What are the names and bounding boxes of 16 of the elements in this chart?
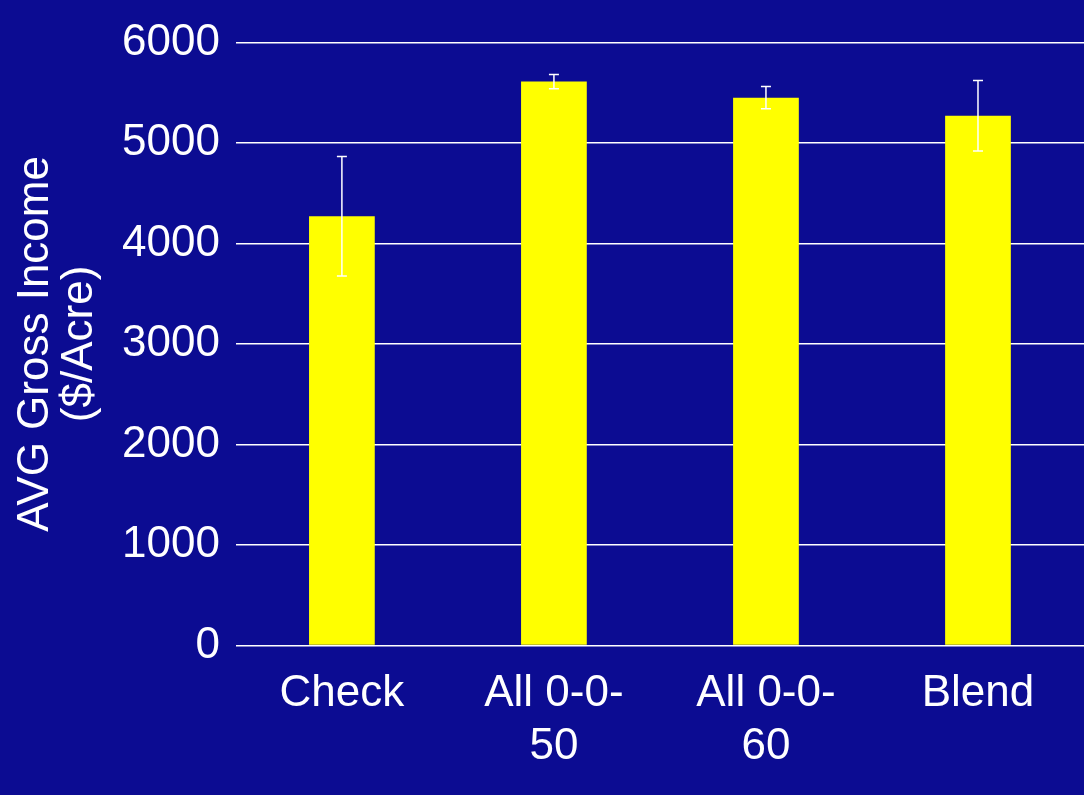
y-tick-label: 1000 <box>121 517 220 567</box>
y-tick-label: 4000 <box>121 215 220 265</box>
y-tick-label: 3000 <box>121 316 220 366</box>
x-tick-label: Blend <box>921 665 1035 715</box>
bar <box>733 97 799 645</box>
bar <box>309 216 375 645</box>
y-tick-label: 6000 <box>121 14 220 64</box>
bar <box>521 81 587 645</box>
bar <box>945 115 1011 645</box>
y-tick-label: 2000 <box>121 416 220 466</box>
x-tick-label: All 0-0-60 <box>696 665 836 768</box>
y-tick-label: 0 <box>195 617 220 667</box>
y-tick-label: 5000 <box>121 115 220 165</box>
y-axis-title: AVG Gross Income ($/Acre) <box>8 156 102 532</box>
x-tick-label: All 0-0-50 <box>484 665 624 768</box>
x-tick-label: Check <box>279 665 406 715</box>
